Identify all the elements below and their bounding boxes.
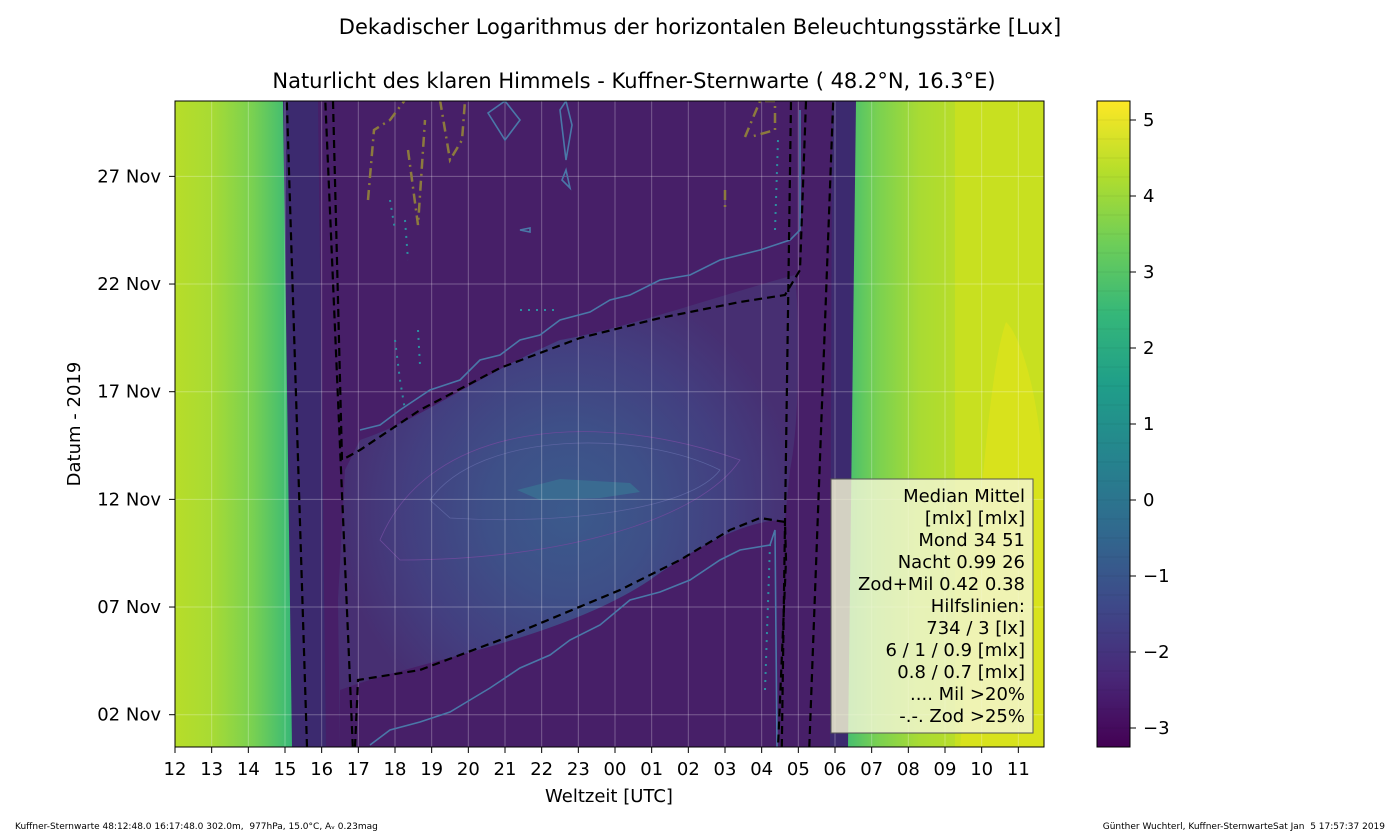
x-tick-label: 22 [530,759,553,780]
y-tick-label: 22 Nov [97,274,161,295]
legend-line: 0.8 / 0.7 [mlx] [897,662,1025,683]
sunrise-twilight-line [808,101,835,747]
colorbar-tick-label: −1 [1143,566,1170,587]
colorbar-tick-label: 3 [1143,262,1154,283]
y-tick-label: 12 Nov [97,489,161,510]
y-tick-label: 07 Nov [97,597,161,618]
x-tick-label: 12 [164,759,187,780]
x-tick-label: 07 [860,759,883,780]
x-tick-label: 04 [750,759,773,780]
plot-area [175,101,1044,747]
colorbar-ticks: 5 4 3 2 1 0 −1 −2 −3 [1130,110,1170,739]
colorbar-tick-label: 4 [1143,186,1154,207]
moonlit-region [338,275,799,747]
x-tick-label: 05 [787,759,810,780]
sunset-twilight-line [285,101,309,747]
footer-right: Günther Wuchterl, Kuffner-SternwarteSat … [1102,822,1385,832]
legend-background [830,478,1034,734]
x-tick-label: 15 [274,759,297,780]
x-tick-label: 17 [347,759,370,780]
colorbar-tick-label: 5 [1143,110,1154,131]
x-axis: 12 13 14 15 16 17 18 19 20 21 22 23 00 01 02 03 04 05 06 07… [164,747,1030,780]
x-tick-label: 13 [200,759,223,780]
colorbar-tick-label: −3 [1143,718,1170,739]
legend-line: Nacht 0.99 26 [898,552,1025,573]
legend-line: Hilfslinien: [931,596,1025,617]
x-tick-label: 09 [934,759,957,780]
x-tick-label: 23 [567,759,590,780]
legend-line: Zod+Mil 0.42 0.38 [858,574,1025,595]
y-axis: 02 Nov 07 Nov 12 Nov 17 Nov 22 Nov 27 Nov [97,166,175,726]
colorbar-gradient [1097,101,1130,747]
moon-shape-contour [486,101,573,233]
moonset-contour [359,110,801,431]
evening-dark-limit-outer [324,101,354,747]
x-tick-label: 03 [714,759,737,780]
x-tick-label: 11 [1007,759,1030,780]
x-tick-label: 16 [310,759,333,780]
chart-title: Dekadischer Logarithmus der horizontalen… [339,15,1061,39]
x-tick-label: 21 [494,759,517,780]
x-axis-label: Weltzeit [UTC] [545,786,673,807]
x-tick-label: 19 [420,759,443,780]
y-axis-label: Datum - 2019 [64,362,85,487]
zodiacal-contour [366,101,777,226]
legend-text: Median Mittel[mlx] [mlx]Mond 34 51Nacht … [858,486,1025,727]
moonset-limit-line [331,101,808,462]
x-tick-label: 20 [457,759,480,780]
x-tick-label: 18 [384,759,407,780]
x-tick-label: 02 [677,759,700,780]
colorbar-tick-label: 2 [1143,338,1154,359]
morning-dark-limit-outer [780,101,793,747]
moon-bright-core [517,479,640,500]
colorbar: 5 4 3 2 1 0 −1 −2 −3 [1096,100,1170,748]
contour-line-1 [379,431,741,561]
y-tick-label: 17 Nov [97,382,161,403]
milky-way-contour [389,139,779,691]
y-tick-label: 02 Nov [97,705,161,726]
legend-line: .... Mil >20% [910,684,1025,705]
y-tick-label: 27 Nov [97,166,161,187]
plot-frame [174,100,1045,748]
colorbar-tick-label: 1 [1143,414,1154,435]
legend-line: Median Mittel [903,486,1025,507]
contour-line-2 [429,442,721,521]
legend-line: 6 / 1 / 0.9 [mlx] [886,640,1026,661]
legend-line: Mond 34 51 [918,530,1025,551]
chart-subtitle: Naturlicht des klaren Himmels - Kuffner-… [272,69,995,93]
twilight-boundaries [285,101,835,747]
colorbar-tick-label: 0 [1143,490,1154,511]
moonrise-limit-line [353,516,788,747]
moonrise-contour [369,529,778,747]
x-tick-label: 01 [640,759,663,780]
legend-box: Median Mittel[mlx] [mlx]Mond 34 51Nacht … [830,478,1034,734]
colorbar-tick-label: −2 [1143,642,1170,663]
x-tick-label: 14 [237,759,260,780]
footer-left: Kuffner-Sternwarte 48:12:48.0 16:17:48.0… [15,822,378,832]
legend-line: [mlx] [mlx] [925,508,1025,529]
x-tick-label: 10 [970,759,993,780]
legend-line: -.-. Zod >25% [899,706,1025,727]
x-tick-label: 00 [604,759,627,780]
x-tick-label: 08 [897,759,920,780]
legend-line: 734 / 3 [lx] [926,618,1025,639]
grid-lines [175,101,1044,747]
x-tick-label: 06 [824,759,847,780]
